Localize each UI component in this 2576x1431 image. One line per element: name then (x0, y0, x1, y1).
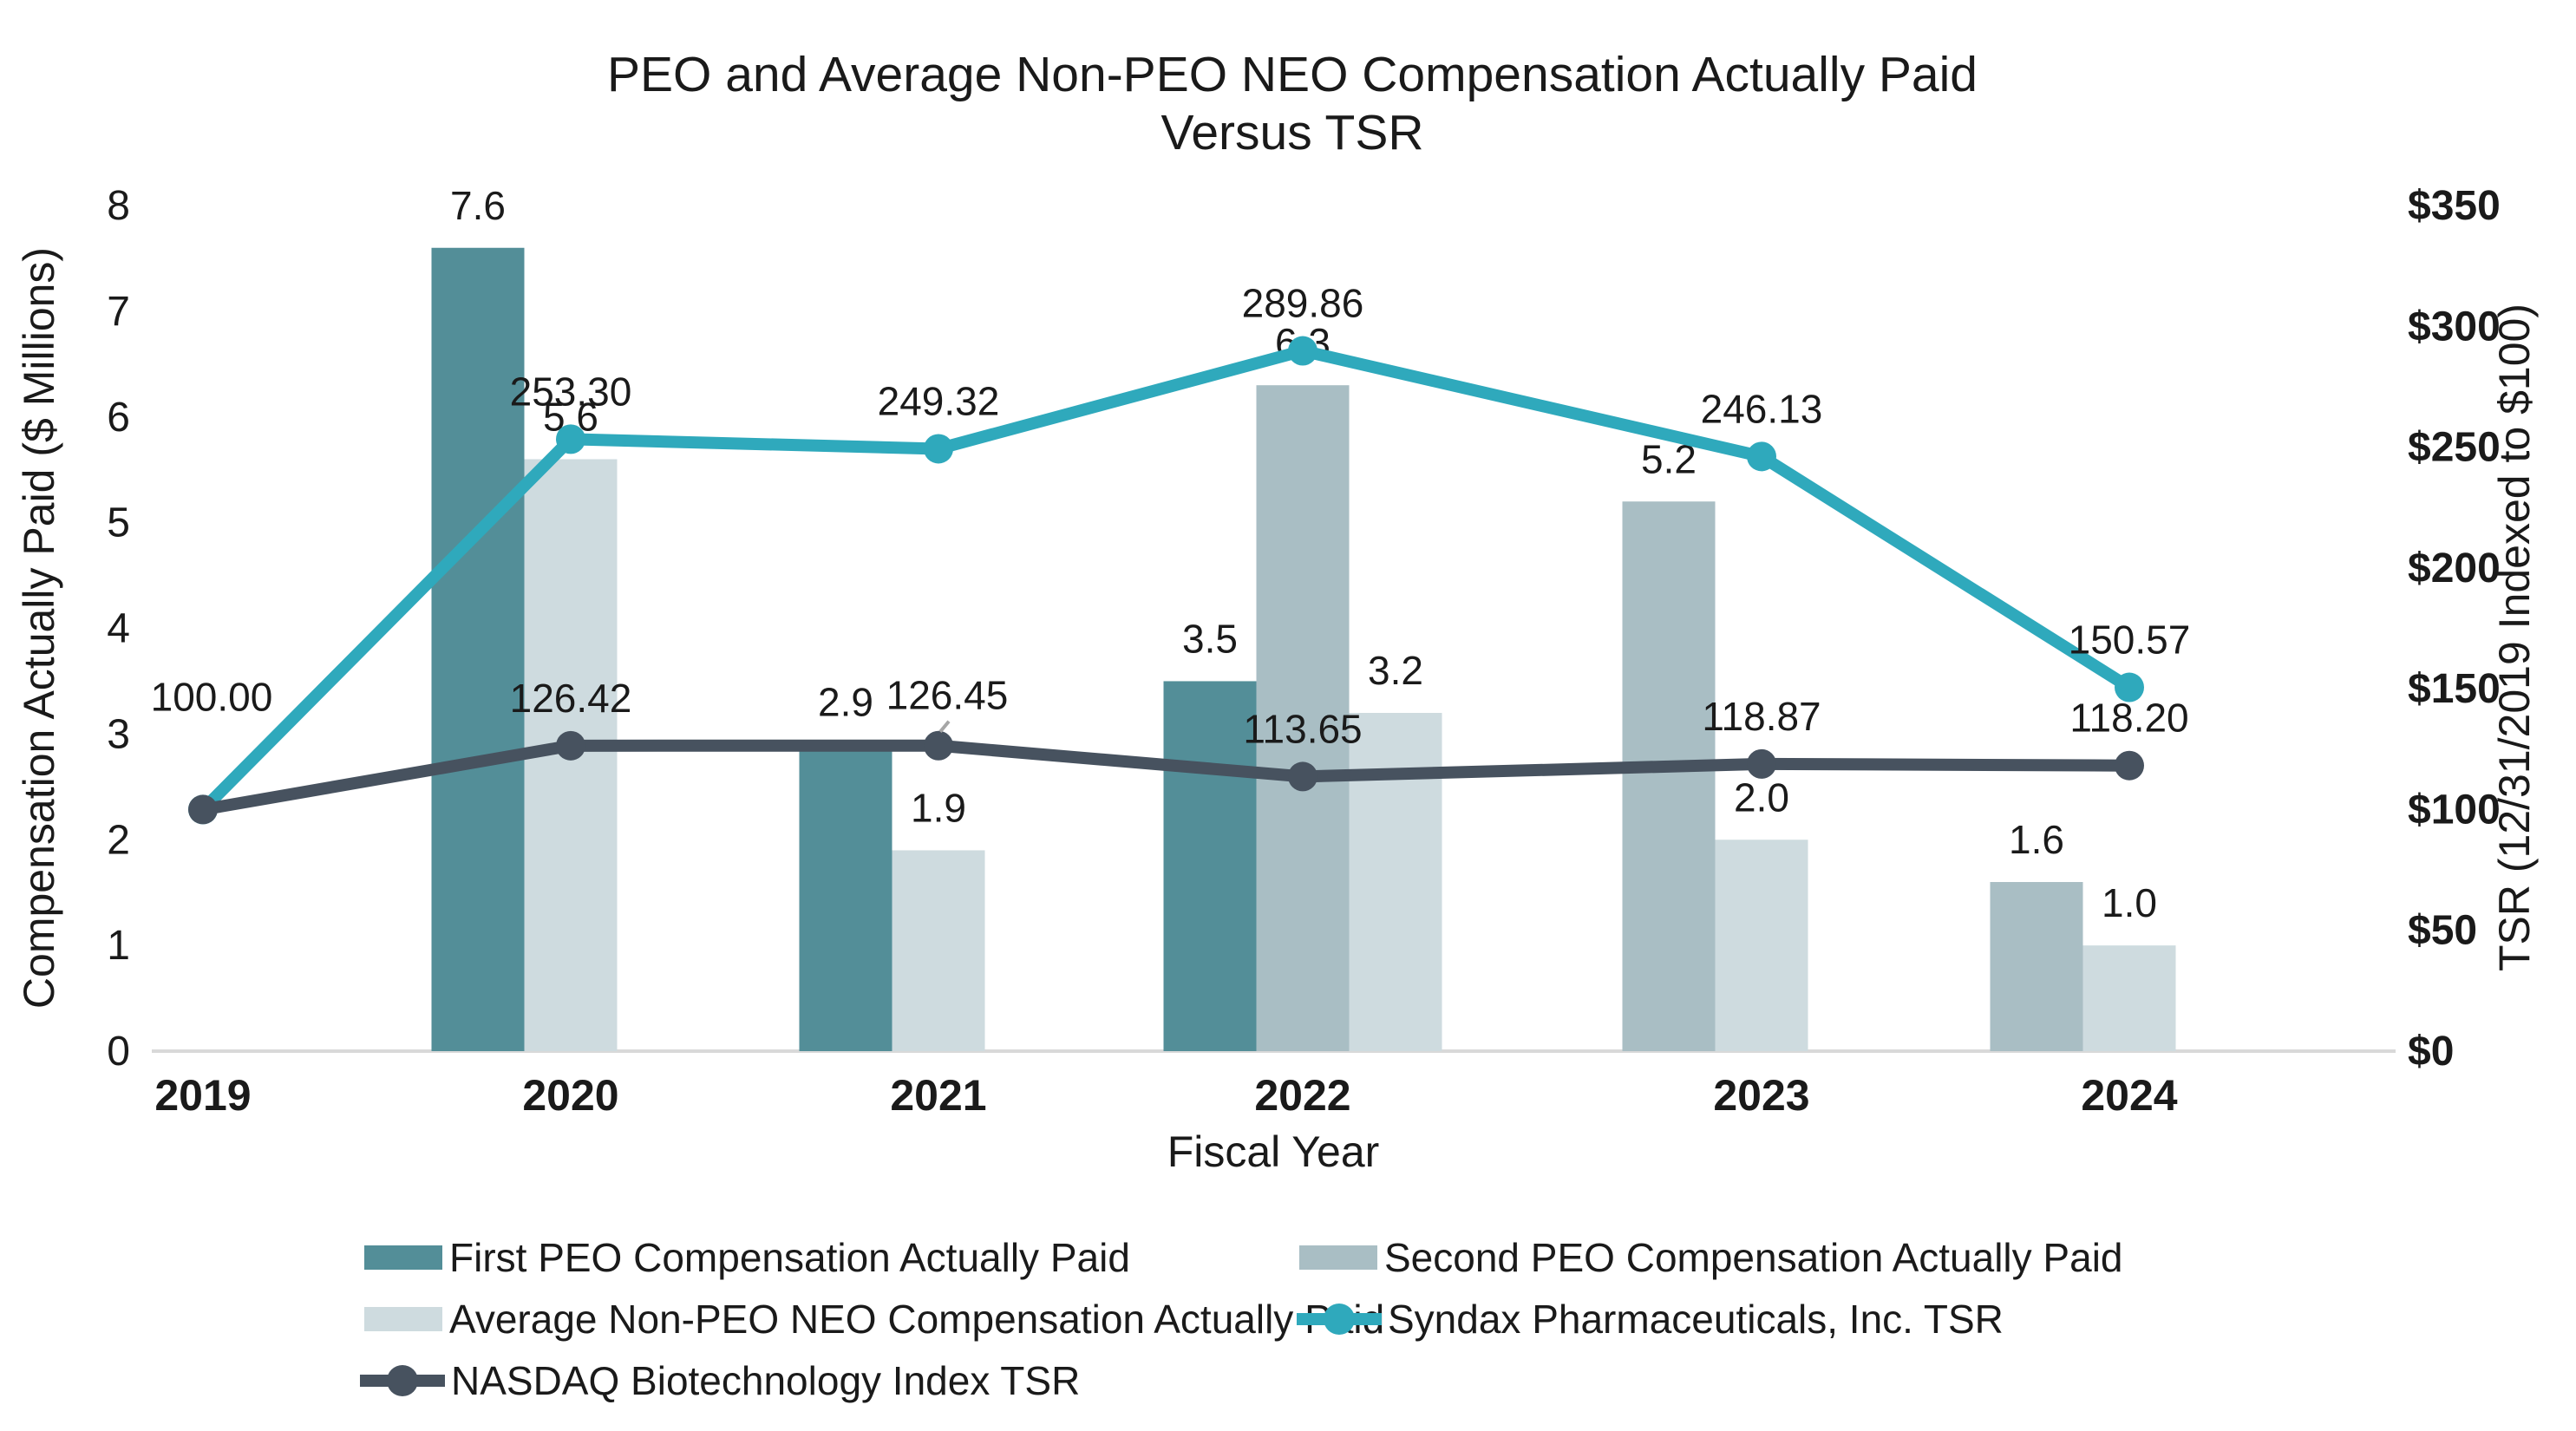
marker-syndax-2023 (1747, 441, 1776, 472)
legend-line-dot (387, 1365, 418, 1396)
label-leader-line (938, 720, 951, 734)
legend-swatch (1299, 1245, 1377, 1270)
line-value-label: 113.65 (1243, 706, 1362, 751)
bar-value-label: 2.0 (1734, 774, 1789, 820)
legend-label: Average Non-PEO NEO Compensation Actuall… (449, 1297, 1384, 1342)
line-value-label: 100.00 (151, 674, 273, 719)
line-value-label: 126.42 (510, 676, 632, 721)
right-axis-title: TSR (12/31/2019 Indexed to $100) (2490, 304, 2539, 971)
right-axis-tick: $0 (2408, 1029, 2454, 1075)
bar-value-label: 2.9 (818, 680, 873, 725)
bar-first-peo-2020 (431, 247, 525, 1051)
left-axis-tick: 0 (107, 1029, 130, 1075)
bar-value-label: 3.2 (1368, 648, 1423, 693)
marker-nasdaq-2019 (188, 794, 218, 825)
bar-first-peo-2021 (799, 744, 892, 1051)
chart-title-line1: PEO and Average Non-PEO NEO Compensation… (607, 47, 1978, 102)
right-axis-tick: $300 (2408, 304, 2501, 350)
marker-nasdaq-2022 (1288, 761, 1317, 792)
marker-nasdaq-2021 (924, 730, 953, 761)
line-value-label: 249.32 (878, 378, 1000, 423)
right-axis-tick: $350 (2408, 183, 2501, 229)
bar-avg-non-peo-2023 (1715, 840, 1808, 1051)
line-syndax-tsr (197, 344, 2135, 816)
x-axis-tick-year: 2022 (1254, 1071, 1350, 1120)
x-axis-tick-year: 2020 (522, 1071, 618, 1120)
line-value-label: 289.86 (1242, 281, 1364, 326)
line-value-label: 253.30 (510, 369, 632, 414)
bar-avg-non-peo-2022 (1349, 713, 1442, 1051)
legend-label: Second PEO Compensation Actually Paid (1384, 1235, 2123, 1280)
bar-second-peo-2022 (1256, 385, 1350, 1051)
marker-syndax-2021 (924, 434, 953, 464)
marker-syndax-2020 (556, 424, 585, 454)
bar-value-label: 1.0 (2102, 880, 2157, 925)
line-value-label: 118.20 (2069, 696, 2188, 741)
bar-avg-non-peo-2021 (892, 850, 985, 1051)
legend-label: Syndax Pharmaceuticals, Inc. TSR (1388, 1297, 2004, 1342)
line-nasdaq-tsr (197, 739, 2135, 816)
bar-value-label: 1.9 (911, 785, 966, 830)
left-axis-tick: 5 (107, 500, 130, 546)
left-axis-tick: 7 (107, 289, 130, 335)
left-axis-tick: 4 (107, 606, 130, 652)
bar-value-label: 7.6 (450, 183, 506, 228)
chart-title-line2: Versus TSR (1161, 105, 1423, 160)
x-axis-tick-year: 2023 (1713, 1071, 1809, 1120)
bar-avg-non-peo-2024 (2082, 945, 2176, 1051)
x-axis-tick-year: 2019 (154, 1071, 251, 1120)
marker-nasdaq-2024 (2115, 750, 2144, 781)
bar-value-label: 1.6 (2009, 817, 2064, 862)
plot-area: 0 1 2 3 4 5 6 7 8 $0 $50 $100 $150 $200 $250 $300 $350 20… (107, 183, 2500, 1120)
legend-swatch (364, 1307, 442, 1331)
bar-first-peo-2022 (1163, 681, 1257, 1051)
line-value-label: 118.87 (1702, 694, 1821, 739)
left-axis-tick: 6 (107, 395, 130, 441)
marker-nasdaq-2023 (1747, 748, 1776, 779)
legend-label: NASDAQ Biotechnology Index TSR (451, 1358, 1080, 1403)
marker-nasdaq-2020 (556, 730, 585, 761)
left-axis-title: Compensation Actually Paid ($ Millions) (15, 247, 63, 1009)
left-axis-tick: 8 (107, 183, 130, 229)
bar-value-label: 3.5 (1182, 616, 1238, 661)
legend-label: First PEO Compensation Actually Paid (449, 1235, 1130, 1280)
right-axis-tick: $50 (2408, 908, 2477, 954)
bar-second-peo-2023 (1622, 501, 1716, 1051)
line-value-label: 246.13 (1701, 386, 1823, 431)
legend: First PEO Compensation Actually Paid Seco… (360, 1235, 2123, 1403)
left-axis-tick: 2 (107, 817, 130, 863)
line-value-label: 126.45 (886, 673, 1009, 718)
right-axis-tick: $250 (2408, 425, 2501, 471)
right-axis-tick: $100 (2408, 787, 2501, 833)
legend-swatch (364, 1245, 442, 1270)
x-axis-title: Fiscal Year (1167, 1127, 1380, 1176)
bar-second-peo-2024 (1990, 882, 2083, 1051)
right-axis-tick: $200 (2408, 546, 2501, 591)
right-axis-tick: $150 (2408, 666, 2501, 712)
x-axis-tick-year: 2024 (2081, 1071, 2177, 1120)
left-axis-tick: 1 (107, 923, 130, 969)
left-axis-tick: 3 (107, 711, 130, 757)
legend-line-dot (1324, 1304, 1355, 1335)
x-axis-tick-year: 2021 (890, 1071, 986, 1120)
line-value-label: 150.57 (2069, 617, 2191, 663)
marker-syndax-2022 (1288, 336, 1317, 366)
marker-syndax-2024 (2115, 672, 2144, 702)
